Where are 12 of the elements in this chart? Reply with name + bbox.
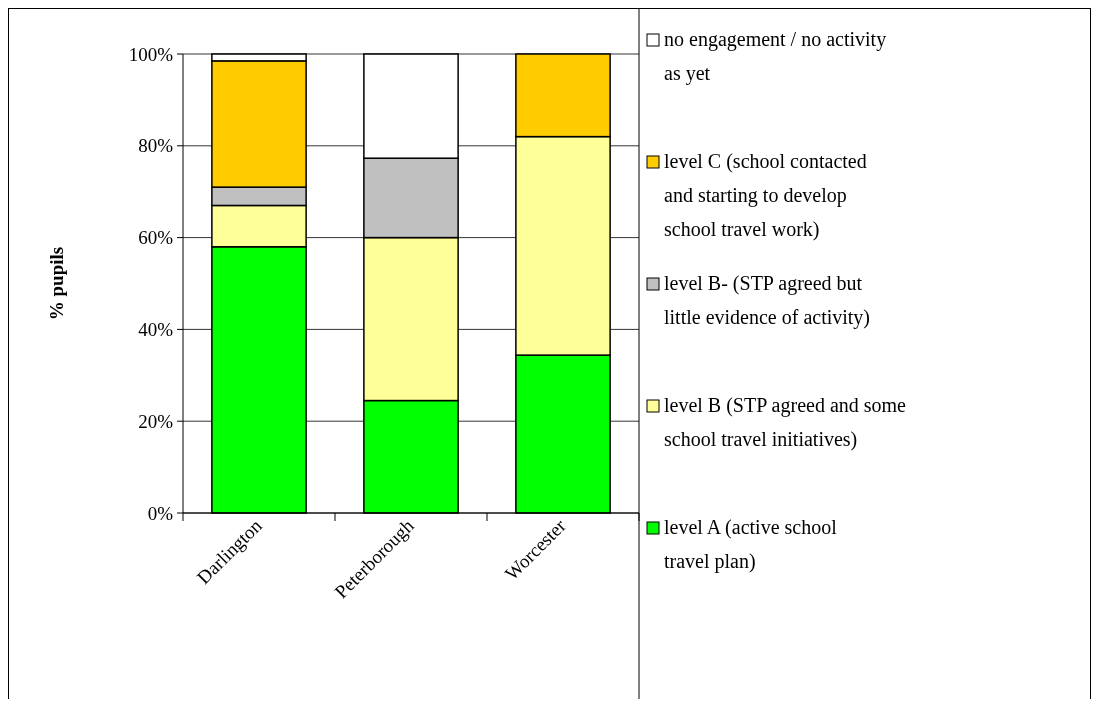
- legend-label: level C (school contacted and starting to develop school travel work): [664, 150, 867, 241]
- legend-label: level B- (STP agreed but little evidence of activity): [664, 272, 871, 329]
- legend-label: level A (active school travel plan): [664, 516, 838, 573]
- y-tick-label: 60%: [138, 227, 174, 249]
- legend-label: no engagement / no activity as yet: [664, 28, 887, 85]
- y-tick-label: 20%: [138, 410, 174, 432]
- y-axis-title: % pupils: [46, 246, 67, 321]
- y-tick-label: 0%: [147, 502, 174, 524]
- y-tick-label: 100%: [128, 43, 174, 65]
- legend-label: level B (STP agreed and some school travel initiatives): [664, 394, 907, 451]
- y-tick-label: 40%: [138, 319, 174, 341]
- y-tick-label: 80%: [138, 135, 174, 157]
